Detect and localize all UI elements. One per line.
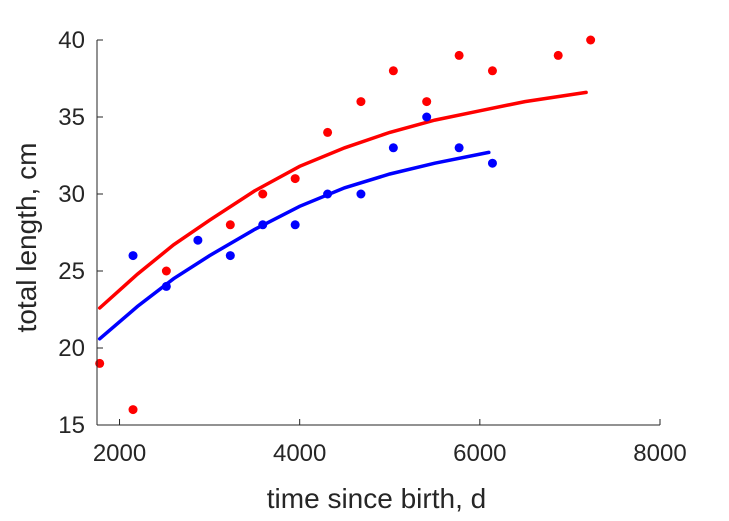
data-point-0 (356, 97, 366, 107)
data-point-1 (454, 143, 464, 153)
data-point-1 (356, 189, 366, 199)
data-point-0 (422, 97, 432, 107)
data-point-1 (487, 158, 497, 168)
data-point-0 (454, 50, 464, 60)
y-tick-label: 30 (58, 181, 85, 208)
x-tick-label: 6000 (453, 440, 506, 467)
data-point-0 (258, 189, 268, 199)
data-point-0 (487, 66, 497, 76)
data-point-0 (323, 127, 333, 137)
data-point-0 (161, 266, 171, 276)
data-point-0 (128, 405, 138, 415)
x-tick-label: 2000 (93, 440, 146, 467)
fit-line-1 (97, 150, 491, 341)
y-axis-label: total length, cm (11, 143, 42, 333)
plot-area (95, 35, 596, 415)
data-point-0 (225, 220, 235, 230)
y-tick-label: 15 (58, 412, 85, 439)
axes: 15 20 25 30 35 40 2000 4000 6000 8000 (58, 27, 686, 467)
x-tick-label: 4000 (273, 440, 326, 467)
data-point-0 (290, 174, 300, 184)
data-point-0 (553, 50, 563, 60)
data-point-1 (388, 143, 398, 153)
fit-line-0 (97, 90, 588, 310)
x-tick-label: 8000 (633, 440, 686, 467)
data-point-1 (161, 281, 171, 291)
data-point-0 (388, 66, 398, 76)
data-point-1 (422, 112, 432, 122)
y-tick-label: 35 (58, 104, 85, 131)
data-point-1 (258, 220, 268, 230)
y-tick-label: 20 (58, 335, 85, 362)
data-point-1 (323, 189, 333, 199)
data-point-1 (193, 235, 203, 245)
y-tick-label: 40 (58, 27, 85, 54)
data-point-1 (225, 251, 235, 261)
data-point-1 (290, 220, 300, 230)
data-point-1 (128, 251, 138, 261)
y-tick-label: 25 (58, 258, 85, 285)
x-axis-label: time since birth, d (267, 483, 486, 514)
data-point-0 (586, 35, 596, 45)
